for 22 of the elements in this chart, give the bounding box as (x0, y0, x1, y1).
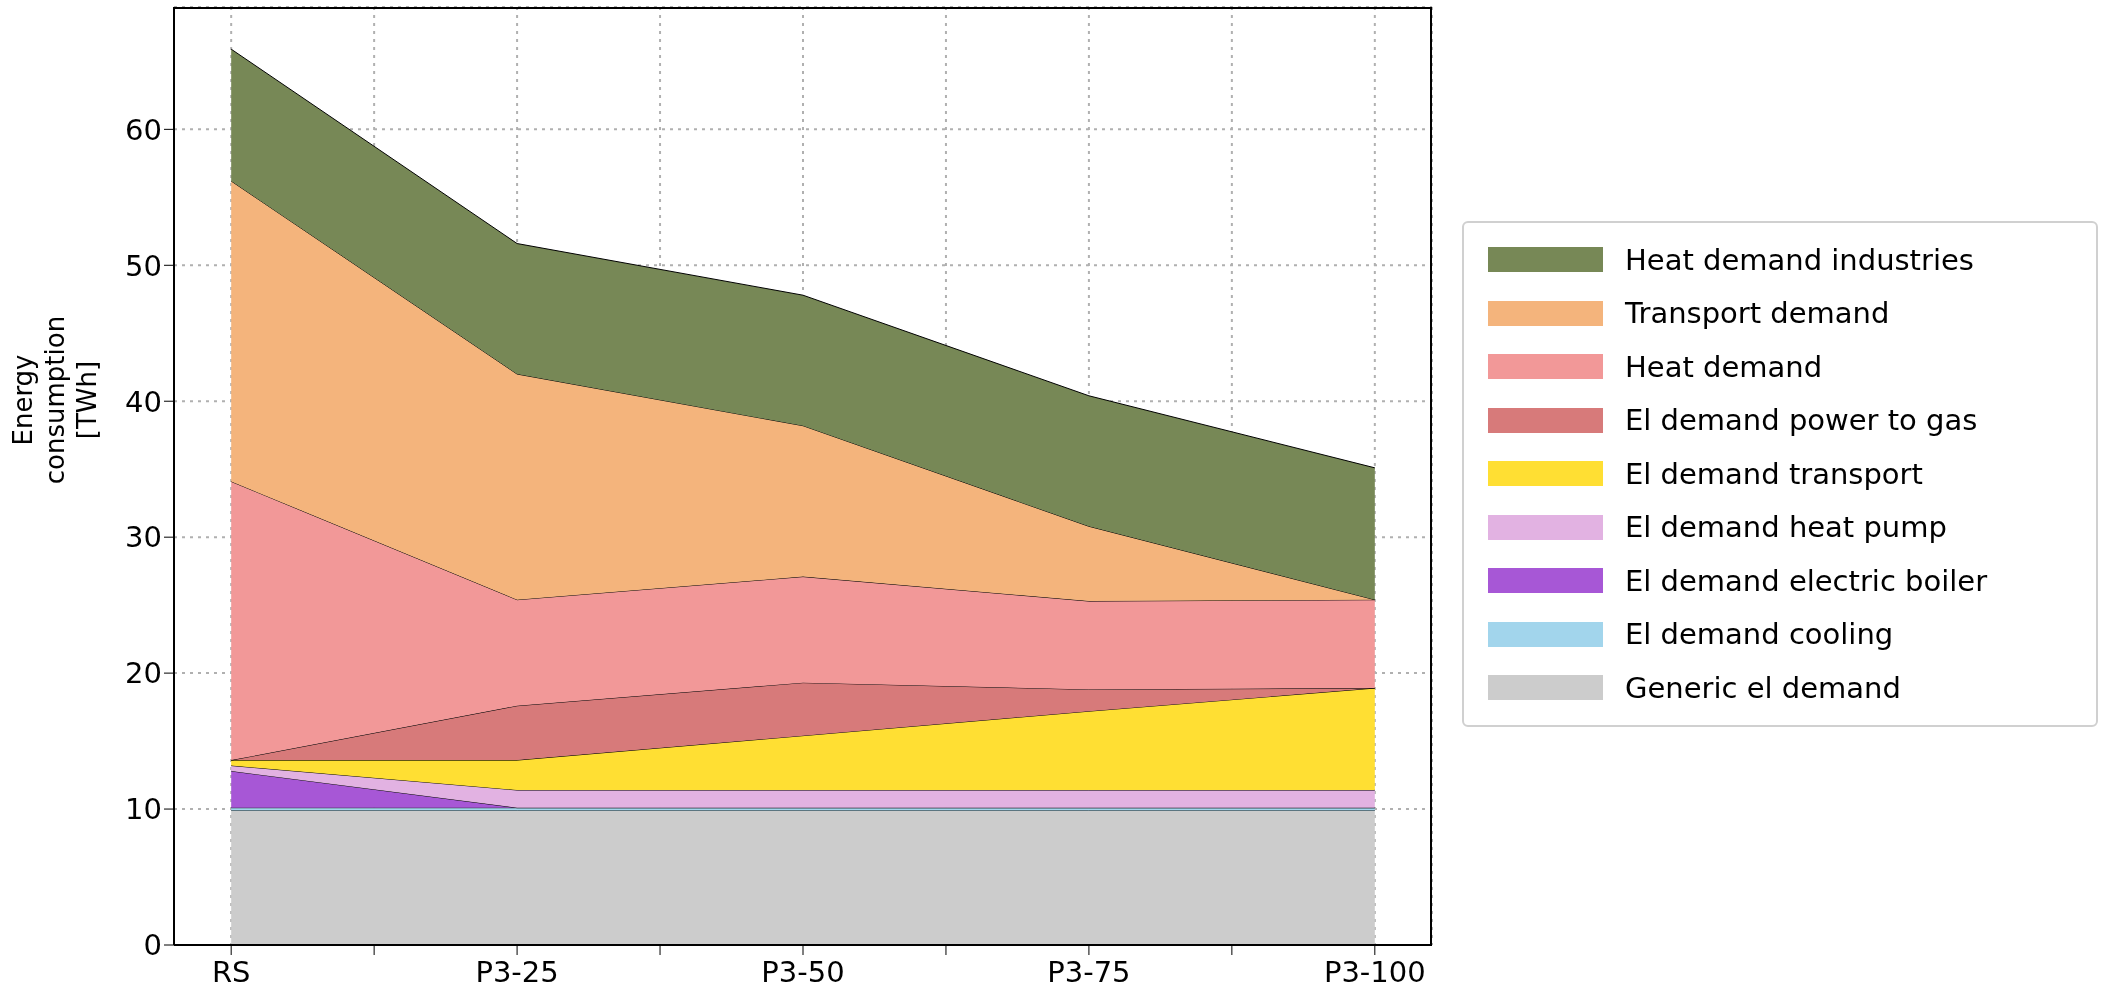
legend-label: El demand heat pump (1625, 510, 1947, 545)
x-tick-label: P3-100 (1323, 954, 1426, 989)
legend-label: Transport demand (1625, 296, 1890, 331)
y-tick-label: 20 (125, 656, 162, 691)
y-axis-title: Energy consumption [TWh] (7, 314, 103, 487)
y-tick-label: 40 (125, 384, 162, 419)
legend-label: Heat demand (1625, 349, 1823, 384)
x-tick-label: P3-50 (761, 954, 845, 989)
legend-label: Heat demand industries (1625, 242, 1974, 277)
y-tick-label: 50 (125, 248, 162, 283)
y-tick-label: 0 (143, 928, 162, 963)
y-tick-label: 60 (125, 112, 162, 147)
x-tick-label: P3-25 (475, 954, 559, 989)
legend-label: El demand electric boiler (1625, 563, 1988, 598)
x-tick-label: RS (211, 954, 251, 989)
legend-label: Generic el demand (1625, 670, 1901, 705)
legend-label: El demand power to gas (1625, 403, 1978, 438)
y-tick-label: 10 (125, 792, 162, 827)
legend-label: El demand cooling (1625, 617, 1894, 652)
legend-label: El demand transport (1625, 456, 1923, 491)
x-tick-label: P3-75 (1047, 954, 1131, 989)
y-tick-label: 30 (125, 520, 162, 555)
